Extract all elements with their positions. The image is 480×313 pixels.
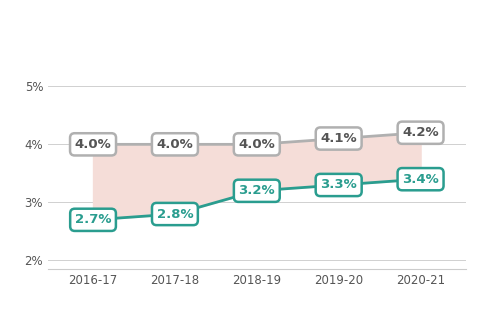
Text: 2.8%: 2.8%: [156, 208, 193, 221]
Text: Employees with disability: Employees with disability: [227, 28, 426, 41]
Text: 4.0%: 4.0%: [156, 138, 193, 151]
Text: 3.2%: 3.2%: [239, 184, 275, 197]
Text: 4.0%: 4.0%: [75, 138, 111, 151]
Text: 4.0%: 4.0%: [239, 138, 275, 151]
Text: 2.7%: 2.7%: [75, 213, 111, 226]
Text: 4.1%: 4.1%: [320, 132, 357, 145]
Text: 4.2%: 4.2%: [402, 126, 439, 139]
Text: 3.4%: 3.4%: [402, 173, 439, 186]
Text: 3.3%: 3.3%: [320, 178, 357, 192]
